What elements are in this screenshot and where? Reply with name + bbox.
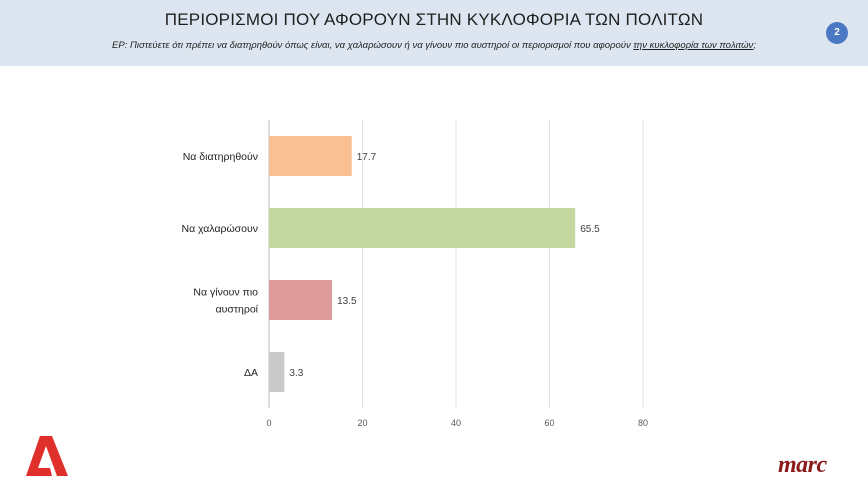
bar: [269, 352, 285, 392]
bar: [269, 280, 333, 320]
x-tick-label: 80: [638, 418, 648, 428]
category-label: ΔΑ: [244, 367, 258, 379]
category-label: Να διατηρηθούν: [183, 151, 258, 163]
category-label: Να γίνουν πιο: [193, 287, 258, 299]
survey-question: ΕΡ: Πιστεύετε ότι πρέπει να διατηρηθούν …: [0, 40, 868, 51]
data-label: 3.3: [289, 368, 303, 379]
bar: [269, 208, 576, 248]
page-title: ΠΕΡΙΟΡΙΣΜΟΙ ΠΟΥ ΑΦΟΡΟΥΝ ΣΤΗΝ ΚΥΚΛΟΦΟΡΙΑ …: [164, 10, 704, 29]
survey-question-end: ;: [753, 40, 756, 51]
data-label: 13.5: [337, 296, 357, 307]
x-tick-label: 60: [544, 418, 554, 428]
survey-question-text: ΕΡ: Πιστεύετε ότι πρέπει να διατηρηθούν …: [112, 40, 634, 51]
data-label: 17.7: [357, 152, 377, 163]
header-band: [0, 0, 868, 66]
x-tick-label: 40: [451, 418, 461, 428]
bar: [269, 136, 352, 176]
alpha-logo-icon: [26, 436, 68, 476]
data-label: 65.5: [580, 224, 600, 235]
x-tick-label: 0: [266, 418, 271, 428]
x-tick-label: 20: [357, 418, 367, 428]
survey-question-underlined: την κυκλοφορία των πολιτών: [633, 40, 754, 51]
category-label: Να χαλαρώσουν: [181, 223, 258, 235]
marc-logo: marc: [778, 452, 827, 478]
page-number-badge: 2: [826, 22, 848, 44]
category-label: αυστηροί: [216, 304, 259, 316]
